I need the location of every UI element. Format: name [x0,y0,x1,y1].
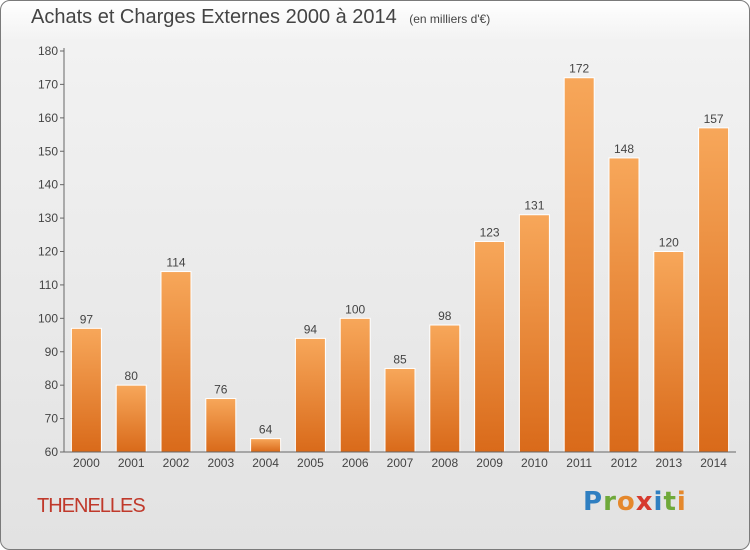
title-row: Achats et Charges Externes 2000 à 2014 (… [31,6,490,29]
y-tick-label: 80 [45,378,59,392]
x-tick-label: 2010 [521,456,548,470]
logo-letter: i [653,487,664,517]
bars: 97 80 114 76 64 94 100 85 98 123 131 172 148 120 157 [70,62,730,453]
chart-title: Achats et Charges Externes 2000 à 2014 [31,6,397,28]
x-tick-label: 2007 [387,456,414,470]
x-tick-label: 2005 [297,456,324,470]
x-tick-label: 2003 [207,456,234,470]
bar-2012 [608,157,640,453]
y-tick-label: 70 [45,412,59,426]
x-tick-label: 2002 [163,456,190,470]
x-tick-label: 2004 [252,456,279,470]
y-tick-label: 100 [38,311,58,325]
bar-2007 [384,367,416,453]
x-tick-label: 2006 [342,456,369,470]
y-tick-label: 140 [38,178,58,192]
logo-letter: x [635,487,654,517]
unit-note: (en milliers d'€) [409,12,491,26]
logo-letter: t [663,487,677,517]
y-axis: 60 70 80 90 100 110 120 130 140 150 160 170 180 [38,44,65,459]
x-tick-label: 2012 [611,456,638,470]
x-tick-label: 2011 [566,456,592,470]
y-tick-label: 90 [45,345,59,359]
bar-2001 [115,384,147,453]
proxiti-logo: Proxiti [583,487,687,517]
y-tick-label: 60 [45,445,59,459]
logo-letter: P [583,487,604,517]
bar-2009 [474,240,506,453]
data-label-2001: 80 [125,369,139,383]
x-tick-label: 2009 [476,456,503,470]
data-label-2013: 120 [659,236,679,250]
bar-2008 [429,324,461,453]
data-label-2008: 98 [438,309,452,323]
y-tick-label: 170 [38,77,58,91]
logo-letter: o [616,487,636,517]
logo-letter: i [676,487,687,517]
commune-name: THENELLES [37,495,146,517]
x-tick-label: 2000 [73,456,100,470]
bar-2000 [70,327,102,453]
data-label-2006: 100 [345,302,365,316]
y-tick-label: 160 [38,111,58,125]
y-tick-label: 110 [39,278,58,292]
x-axis: 2000 2001 2002 2003 2004 2005 2006 2007 2008 2009… [64,451,736,470]
bar-2013 [653,251,685,453]
data-label-2004: 64 [259,423,273,437]
x-tick-label: 2001 [118,456,145,470]
data-label-2010: 131 [524,199,544,213]
x-tick-label: 2014 [700,456,727,470]
bar-2010 [518,214,550,453]
data-label-2003: 76 [214,383,228,397]
data-label-2012: 148 [614,142,634,156]
y-tick-label: 180 [38,44,58,58]
bar-2002 [160,271,192,453]
data-label-2005: 94 [304,322,318,336]
data-label-2007: 85 [393,352,407,366]
x-tick-label: 2008 [431,456,458,470]
bar-2011 [563,77,595,453]
data-label-2002: 114 [166,256,185,270]
y-tick-label: 150 [38,144,58,158]
y-tick-label: 130 [38,211,58,225]
y-tick-label: 120 [38,245,58,259]
logo-letter: r [603,487,617,517]
x-tick-label: 2013 [655,456,682,470]
bar-2014 [698,127,730,453]
data-label-2011: 172 [569,62,589,76]
data-label-2009: 123 [480,225,500,239]
bar-2003 [205,398,237,453]
data-label-2000: 97 [80,312,94,326]
data-label-2014: 157 [704,112,724,126]
bar-2004 [250,438,282,453]
bar-2005 [294,337,326,453]
bar-2006 [339,317,371,453]
